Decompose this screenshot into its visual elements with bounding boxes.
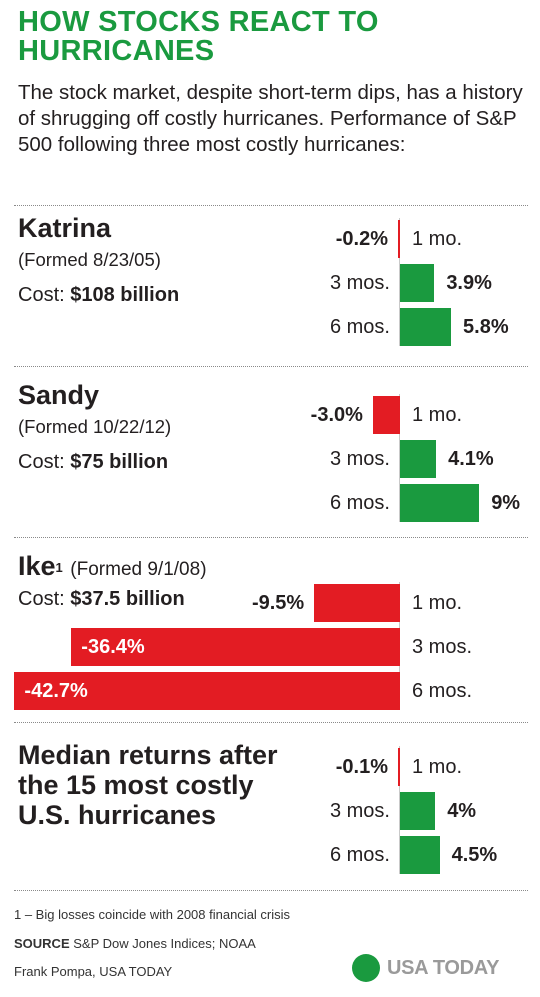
period-label-katrina-3-mos: 3 mos. [329,272,390,294]
bar-ike-6-mos [14,672,400,710]
bar-sandy-1-mo [372,396,400,434]
source-line: SOURCE S&P Dow Jones Indices; NOAA [14,936,256,952]
chart-subtitle: The stock market, despite short-term dip… [18,81,523,156]
section-divider [14,205,528,206]
source-text: S&P Dow Jones Indices; NOAA [73,936,256,951]
bar-sandy-6-mos [400,484,480,522]
value-label-katrina-3-mos: 3.9% [446,272,492,294]
section-cost-sandy: Cost: $75 billion [18,450,168,474]
period-label-ike-1-mo: 1 mo. [412,592,463,614]
source-label: SOURCE [14,936,70,951]
section-formed-sandy: (Formed 10/22/12) [18,416,172,437]
value-label-median-6-mos: 4.5% [451,844,498,866]
value-label-sandy-1-mo: -3.0% [310,404,363,426]
zero-baseline [399,394,400,522]
bar-ike-1-mo [314,584,400,622]
zero-baseline [399,218,400,346]
value-label-katrina-1-mo: -0.2% [335,228,388,250]
period-label-median-3-mos: 3 mos. [329,800,390,822]
section-divider [14,366,528,367]
value-label-sandy-3-mos: 4.1% [448,448,494,470]
bar-median-3-mos [400,792,436,830]
section-formed-katrina: (Formed 8/23/05) [18,249,161,270]
bar-katrina-3-mos [400,264,435,302]
value-label-sandy-6-mos: 9% [491,492,521,514]
ike-footnote-marker: 1 [55,560,63,575]
value-label-katrina-6-mos: 5.8% [463,316,509,338]
section-name-katrina: Katrina [18,213,112,243]
value-label-ike-3-mos: -36.4% [81,636,145,658]
period-label-katrina-1-mo: 1 mo. [412,228,463,250]
period-label-sandy-3-mos: 3 mos. [329,448,390,470]
period-label-ike-6-mos: 6 mos. [412,680,473,702]
section-cost-katrina: Cost: $108 billion [18,283,179,307]
section-name-sandy: Sandy [18,380,100,410]
cost-label: Cost: [18,451,65,473]
cost-label: Cost: [18,284,65,306]
section-formed-ike: (Formed 9/1/08) [70,559,207,580]
brand-logo: USA TODAY [352,954,499,982]
section-name-ike: Ike1 (Formed 9/1/08) [18,551,207,585]
section-name-median: Median returns after the 15 most costly … [18,740,278,830]
cost-value: $37.5 billion [70,588,185,610]
period-label-sandy-1-mo: 1 mo. [412,404,463,426]
cost-value: $75 billion [70,451,169,473]
value-label-ike-1-mo: -9.5% [251,592,305,614]
section-divider [14,722,528,723]
bar-median-1-mo [398,748,400,786]
cost-label: Cost: [18,588,65,610]
footnote: 1 – Big losses coincide with 2008 financ… [14,907,291,922]
period-label-sandy-6-mos: 6 mos. [329,492,390,514]
bar-sandy-3-mos [400,440,437,478]
zero-baseline [399,746,400,874]
bar-katrina-6-mos [400,308,452,346]
period-label-median-6-mos: 6 mos. [329,844,390,866]
bar-ike-3-mos [71,628,400,666]
value-label-median-3-mos: 4% [447,800,477,822]
section-cost-ike: Cost: $37.5 billion [18,587,185,611]
ike-name: Ike [18,551,56,581]
bar-median-6-mos [400,836,440,874]
period-label-ike-3-mos: 3 mos. [412,636,473,658]
brand-dot-icon [352,954,380,982]
period-label-katrina-6-mos: 6 mos. [329,316,390,338]
period-label-median-1-mo: 1 mo. [412,756,463,778]
value-label-median-1-mo: -0.1% [335,756,388,778]
cost-value: $108 billion [70,284,180,306]
bar-katrina-1-mo [398,220,400,258]
value-label-ike-6-mos: -42.7% [24,680,88,702]
credit-line: Frank Pompa, USA TODAY [14,964,173,979]
chart-title: HOW STOCKS REACT TO HURRICANES [18,6,379,67]
brand-text: USA TODAY [387,956,500,979]
section-divider [14,537,528,538]
section-divider [14,890,528,891]
